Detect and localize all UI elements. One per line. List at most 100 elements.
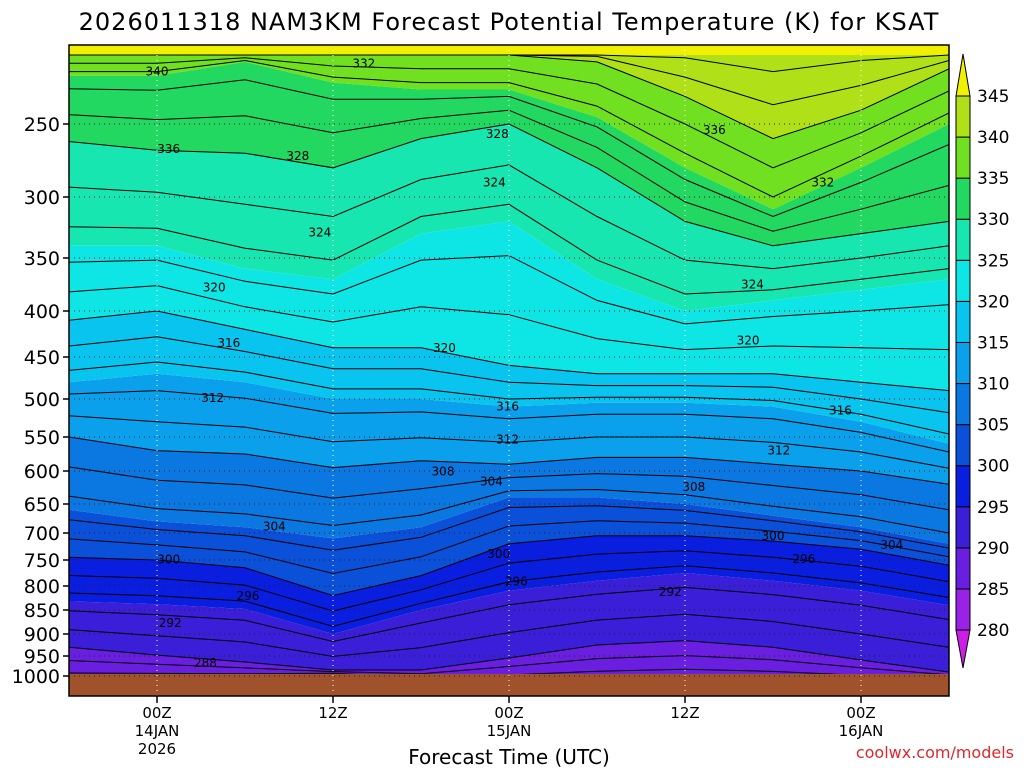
theta-contour	[69, 655, 949, 676]
theta-contour	[69, 436, 949, 485]
theta-contour	[69, 164, 949, 270]
x-tick-label: 00Z	[846, 704, 875, 722]
x-tick-date: 16JAN	[839, 722, 884, 740]
theta-contour	[69, 505, 949, 551]
x-tick-label: 00Z	[494, 704, 523, 722]
contour-label: 332	[811, 175, 834, 189]
contour-label: 304	[480, 475, 503, 489]
contour-label: 340	[146, 65, 169, 79]
x-tick-label: 12Z	[670, 704, 699, 722]
theta-contour	[69, 535, 949, 597]
colorbar-low-triangle	[955, 629, 971, 669]
theta-band	[69, 311, 949, 444]
colorbar-label: 310	[977, 375, 1009, 395]
contour-label: 324	[308, 225, 331, 239]
y-tick-label: 350	[24, 248, 60, 270]
contour-label: 296	[505, 574, 528, 588]
colorbar-swatch	[955, 300, 971, 343]
theta-band	[69, 573, 949, 672]
contour-label: 308	[682, 480, 705, 494]
y-tick-label: 400	[24, 301, 60, 323]
y-tick-label: 550	[24, 427, 60, 449]
colorbar-swatch	[955, 95, 971, 138]
contour-label: 300	[487, 547, 510, 561]
colorbar-label: 300	[977, 457, 1009, 477]
contour-label: 296	[792, 552, 815, 566]
contour-label: 300	[157, 552, 180, 566]
theta-contour	[69, 285, 949, 351]
y-tick-label: 250	[24, 114, 60, 136]
y-tick-label: 1000	[12, 666, 60, 688]
y-tick-label: 750	[24, 550, 60, 572]
colorbar-label: 295	[977, 498, 1009, 518]
contour-label: 324	[483, 175, 506, 189]
contour-label: 316	[829, 403, 852, 417]
theta-contour	[69, 390, 949, 453]
colorbar-swatch	[955, 588, 971, 631]
contour-label: 296	[236, 589, 259, 603]
colorbar-label: 320	[977, 292, 1009, 312]
x-tick-date: 14JAN	[135, 722, 180, 740]
x-tick-year: 2026	[138, 740, 176, 758]
y-tick-label: 850	[24, 600, 60, 622]
x-tick-label: 12Z	[318, 704, 347, 722]
theta-contour	[69, 57, 949, 169]
theta-band	[69, 373, 949, 485]
y-tick-label: 700	[24, 523, 60, 545]
chart-title: 2026011318 NAM3KM Forecast Potential Tem…	[79, 8, 940, 36]
x-tick-label: 00Z	[142, 704, 171, 722]
y-tick-label: 450	[24, 347, 60, 369]
colorbar-swatch	[955, 383, 971, 426]
theta-contour	[69, 565, 949, 627]
y-tick-label: 600	[24, 461, 60, 483]
y-tick-label: 500	[24, 389, 60, 411]
y-tick-label: 300	[24, 187, 60, 209]
contour-label: 300	[762, 529, 785, 543]
contour-label: 312	[496, 433, 519, 447]
theta-contour	[69, 203, 949, 295]
contour-label: 324	[741, 278, 764, 292]
theta-contour	[69, 586, 949, 643]
x-tick-date: 15JAN	[487, 722, 532, 740]
contour-label: 332	[352, 56, 375, 70]
theta-contour	[69, 336, 949, 414]
colorbar-label: 285	[977, 580, 1009, 600]
colorbar-label: 330	[977, 210, 1009, 230]
x-axis-label: Forecast Time (UTC)	[408, 745, 610, 768]
y-tick-label: 800	[24, 576, 60, 598]
colorbar-label: 305	[977, 416, 1009, 436]
credit-text: coolwx.com/models	[856, 743, 1014, 762]
theta-contour	[69, 466, 949, 511]
contour-label: 320	[433, 341, 456, 355]
colorbar: 280 285 290 295 300 305 310 315 320 325 330 335 340 3…	[955, 53, 1009, 669]
contour-label-layer: 340 336 332 328 328 324 324 336 332 324 320 316 320 3…	[146, 56, 904, 670]
y-tick-label: 650	[24, 494, 60, 516]
contour-label: 316	[217, 336, 240, 350]
contour-label: 328	[286, 149, 309, 163]
colorbar-swatch	[955, 341, 971, 385]
colorbar-label: 345	[977, 87, 1009, 107]
contour-label: 308	[432, 465, 455, 479]
theta-band	[69, 497, 949, 596]
colorbar-swatch	[955, 259, 971, 302]
colorbar-swatch	[955, 465, 971, 508]
colorbar-label: 325	[977, 251, 1009, 271]
colorbar-label: 335	[977, 169, 1009, 189]
theta-contour	[69, 613, 949, 657]
colorbar-label: 340	[977, 128, 1009, 148]
colorbar-label: 280	[977, 621, 1009, 641]
contour-label: 328	[486, 127, 509, 141]
contour-label: 292	[159, 616, 182, 630]
theta-band	[69, 55, 949, 139]
contour-label: 336	[157, 142, 180, 156]
grid-lines	[69, 45, 949, 696]
contour-label: 312	[201, 391, 224, 405]
theta-contour	[69, 415, 949, 469]
contour-label: 288	[194, 656, 217, 670]
contour-label: 292	[659, 585, 682, 599]
y-tick-label: 950	[24, 646, 60, 668]
colorbar-high-triangle	[955, 53, 971, 97]
theta-band	[69, 61, 949, 246]
theta-band	[69, 55, 949, 210]
